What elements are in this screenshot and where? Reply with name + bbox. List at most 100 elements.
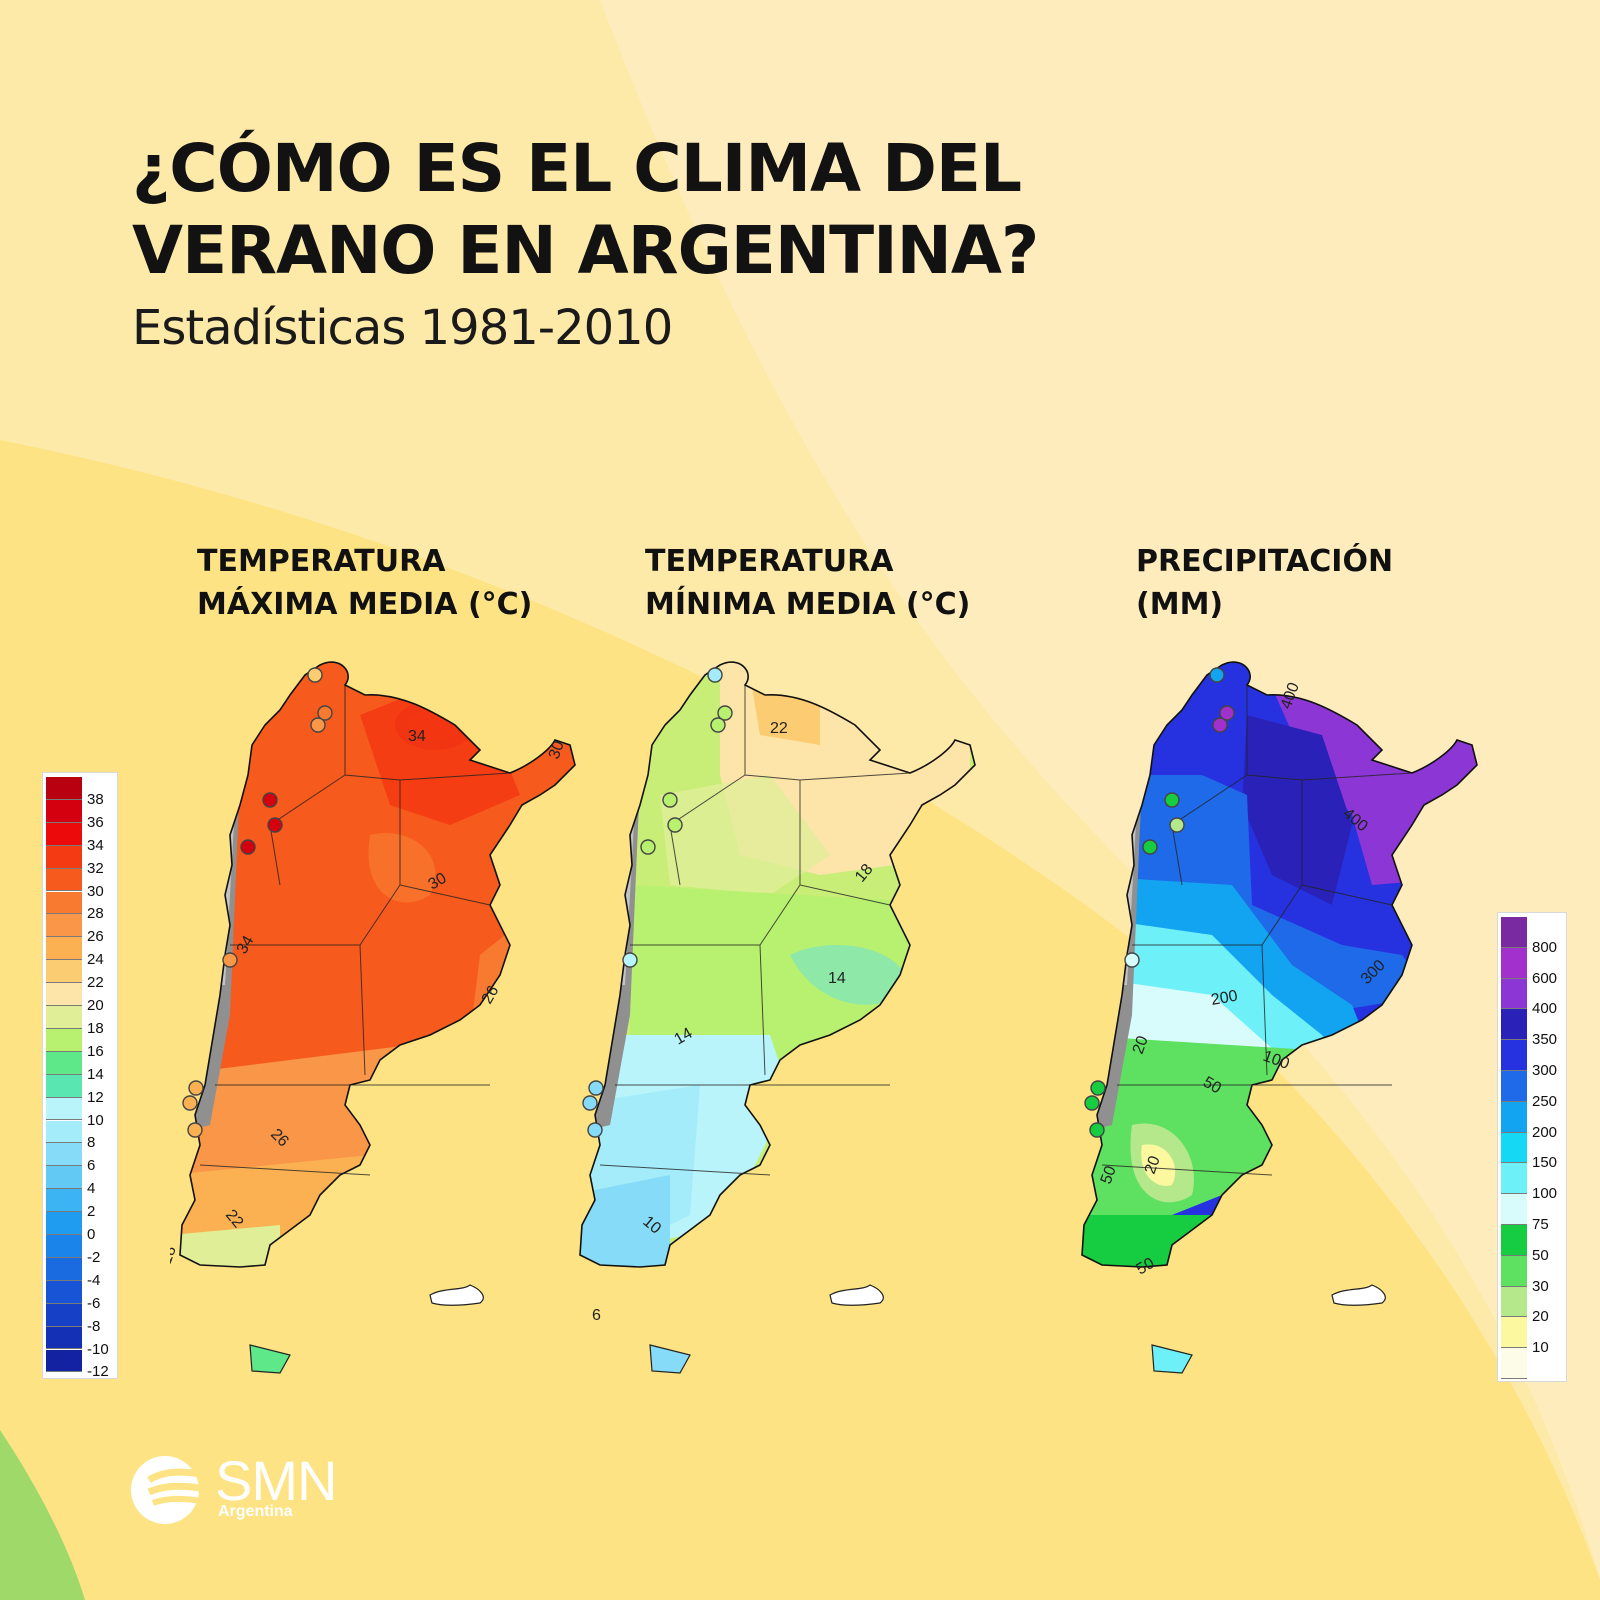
legend-swatch — [1501, 1009, 1527, 1041]
max-contour-label: 18 — [170, 1244, 180, 1267]
legend-swatch — [46, 1097, 82, 1121]
legend-swatch — [46, 891, 82, 915]
legend-label: 38 — [87, 790, 104, 808]
legend-swatch — [1501, 1132, 1527, 1164]
legend-label: 150 — [1532, 1154, 1558, 1172]
legend-label: 10 — [1532, 1339, 1549, 1357]
legend-label: 75 — [1532, 1216, 1549, 1233]
precip-title-line-1: PRECIPITACIÓN — [1136, 544, 1394, 579]
legend-swatch — [46, 983, 82, 1006]
legend-label: 32 — [87, 859, 104, 877]
legend-swatch — [1501, 1101, 1527, 1133]
max-temperature-map: 34 30 30 26 26 22 18 34 — [170, 661, 576, 1374]
legend-swatch — [46, 1257, 82, 1281]
max-contour-label: 34 — [234, 933, 258, 957]
page-subtitle: Estadísticas 1981-2010 — [132, 300, 673, 356]
legend-swatch — [46, 799, 82, 823]
precip-contour-label: 50 — [1134, 1255, 1158, 1279]
legend-label: 26 — [87, 928, 104, 946]
legend-swatch — [46, 1280, 82, 1304]
legend-label: -2 — [87, 1248, 101, 1266]
legend-label: 300 — [1532, 1062, 1558, 1079]
legend-swatch — [1501, 1040, 1527, 1071]
legend-label: 22 — [87, 974, 104, 992]
precip-contour-label: 20 — [1130, 1034, 1152, 1057]
page-title: ¿CÓMO ES EL CLIMA DEL VERANO EN ARGENTIN… — [132, 128, 1039, 292]
legend-swatch — [46, 1212, 82, 1235]
legend-label: -12 — [87, 1363, 109, 1381]
max-temp-title-line-1: TEMPERATURA — [197, 544, 446, 579]
max-temp-title: TEMPERATURA MÁXIMA MEDIA (°C) — [197, 540, 532, 626]
legend-label: 0 — [87, 1226, 96, 1243]
min-contour-label: 14 — [672, 1025, 696, 1049]
legend-label: 600 — [1532, 969, 1558, 987]
legend-swatch — [1501, 1286, 1527, 1318]
legend-swatch — [46, 1303, 82, 1327]
logo-wordmark: SMN — [215, 1449, 337, 1512]
title-line-2: VERANO EN ARGENTINA? — [132, 212, 1039, 289]
legend-label: 24 — [87, 951, 104, 969]
legend-swatch — [46, 914, 82, 938]
precipitation-legend: 800 600 400 350 300 250 200 150 100 75 50 30 20 10 — [1497, 912, 1567, 1382]
min-temp-title-line-1: TEMPERATURA — [645, 544, 894, 579]
station-markers — [182, 667, 333, 1138]
legend-label: 50 — [1532, 1246, 1549, 1264]
legend-swatch — [1501, 917, 1527, 948]
precip-title-line-2: (MM) — [1136, 587, 1224, 622]
legend-label: 30 — [1532, 1277, 1549, 1295]
min-temp-title-line-2: MÍNIMA MEDIA (°C) — [645, 587, 971, 622]
legend-swatch — [46, 1166, 82, 1190]
legend-swatch — [1501, 1348, 1527, 1379]
min-temp-title: TEMPERATURA MÍNIMA MEDIA (°C) — [645, 540, 970, 626]
legend-label: 16 — [87, 1042, 104, 1060]
legend-swatch — [1501, 978, 1527, 1010]
legend-label: -4 — [87, 1271, 101, 1289]
station-markers — [1084, 667, 1235, 1138]
legend-swatch — [46, 845, 82, 869]
legend-swatch — [46, 1235, 82, 1258]
min-temperature-map: 22 18 14 14 10 6 — [579, 661, 976, 1374]
legend-swatch — [46, 1028, 82, 1052]
legend-label: 36 — [87, 813, 104, 831]
max-contour-label: 26 — [479, 983, 503, 1007]
legend-label: 350 — [1532, 1031, 1558, 1049]
legend-label: 14 — [87, 1065, 104, 1083]
legend-label: -10 — [87, 1340, 109, 1358]
legend-label: 8 — [87, 1134, 96, 1152]
legend-label: 12 — [87, 1088, 104, 1106]
max-contour-label: 30 — [546, 739, 568, 762]
legend-label: 6 — [87, 1157, 96, 1175]
legend-label: 200 — [1532, 1123, 1558, 1141]
legend-swatch — [46, 960, 82, 984]
legend-label: 800 — [1532, 938, 1558, 956]
legend-swatch — [1501, 1255, 1527, 1287]
temperature-legend: 38 36 34 32 30 28 26 24 22 20 18 16 14 12 10 8 6 4 2 0 -2 -4-… — [42, 772, 118, 1381]
legend-swatch — [46, 1326, 82, 1350]
legend-swatch — [46, 1120, 82, 1144]
legend-swatch — [1501, 947, 1527, 979]
legend-label: 20 — [87, 997, 104, 1014]
precipitation-map: 400 400 300 200 100 50 20 20 50 50 — [1081, 661, 1478, 1374]
legend-label: 250 — [1532, 1092, 1558, 1110]
title-line-1: ¿CÓMO ES EL CLIMA DEL — [132, 130, 1022, 207]
max-temp-title-line-2: MÁXIMA MEDIA (°C) — [197, 587, 533, 622]
legend-label: 30 — [87, 882, 104, 900]
precip-contour-label: 200 — [1210, 988, 1239, 1009]
legend-swatch — [46, 822, 82, 846]
legend-label: -8 — [87, 1317, 101, 1335]
min-contour-label: 14 — [828, 970, 846, 987]
legend-label: 10 — [87, 1111, 104, 1129]
legend-label: 4 — [87, 1180, 96, 1198]
station-markers — [582, 667, 733, 1138]
legend-label: 400 — [1532, 1000, 1558, 1018]
legend-label: 20 — [1532, 1308, 1549, 1326]
legend-label: 28 — [87, 905, 104, 923]
precip-contour-label: 50 — [1098, 1164, 1120, 1187]
legend-swatch — [1501, 1163, 1527, 1195]
legend-swatch — [46, 868, 82, 892]
legend-swatch — [1501, 1317, 1527, 1349]
legend-swatch — [1501, 1225, 1527, 1256]
legend-swatch — [46, 1189, 82, 1213]
legend-swatch — [46, 1349, 82, 1373]
precip-title: PRECIPITACIÓN (MM) — [1136, 540, 1393, 626]
